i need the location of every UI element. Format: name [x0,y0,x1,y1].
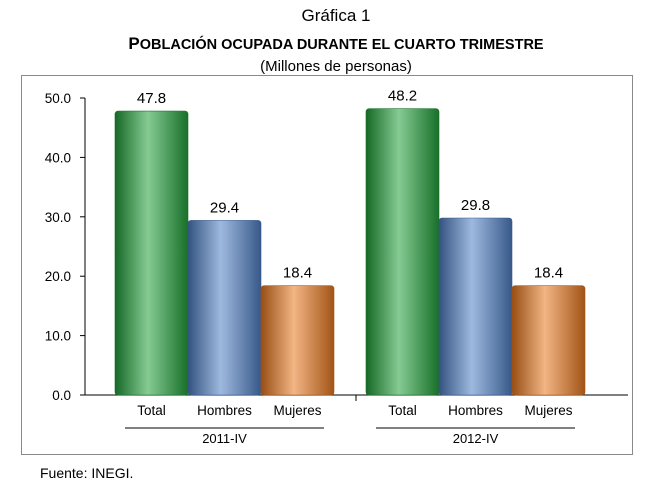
source-note: Fuente: INEGI. [40,465,134,481]
y-tick-label: 0.0 [52,388,71,403]
x-category-label: Total [388,403,417,418]
y-tick-label: 10.0 [45,329,71,344]
y-tick-label: 30.0 [45,210,71,225]
x-category-label: Hombres [197,403,252,418]
bar-total-2011-IV [114,110,189,396]
chart-title: POBLACIÓN OCUPADA DURANTE EL CUARTO TRIM… [128,34,544,53]
data-label: 47.8 [137,90,166,107]
x-group-label: 2011-IV [202,431,247,446]
chart-title-number: Gráfica 1 [301,6,371,25]
chart-frame [21,75,633,455]
x-category-label: Hombres [448,403,503,418]
y-tick-label: 40.0 [45,150,71,165]
bar-mujeres-2012-IV [511,285,586,396]
chart-subtitle: (Millones de personas) [260,58,412,75]
bar-hombres-2011-IV [187,220,262,396]
bar-hombres-2012-IV [438,217,513,396]
data-label: 18.4 [283,265,312,282]
x-category-label: Mujeres [273,403,321,418]
data-label: 29.4 [210,199,239,216]
x-category-label: Total [137,403,166,418]
y-tick-label: 20.0 [45,269,71,284]
bar-mujeres-2011-IV [260,285,335,396]
x-group-label: 2012-IV [453,431,499,446]
y-tick-label: 50.0 [45,91,71,106]
data-label: 29.8 [461,197,490,214]
x-category-label: Mujeres [524,403,572,418]
bar-total-2012-IV [365,108,440,396]
data-label: 18.4 [534,265,563,282]
data-label: 48.2 [388,88,417,105]
